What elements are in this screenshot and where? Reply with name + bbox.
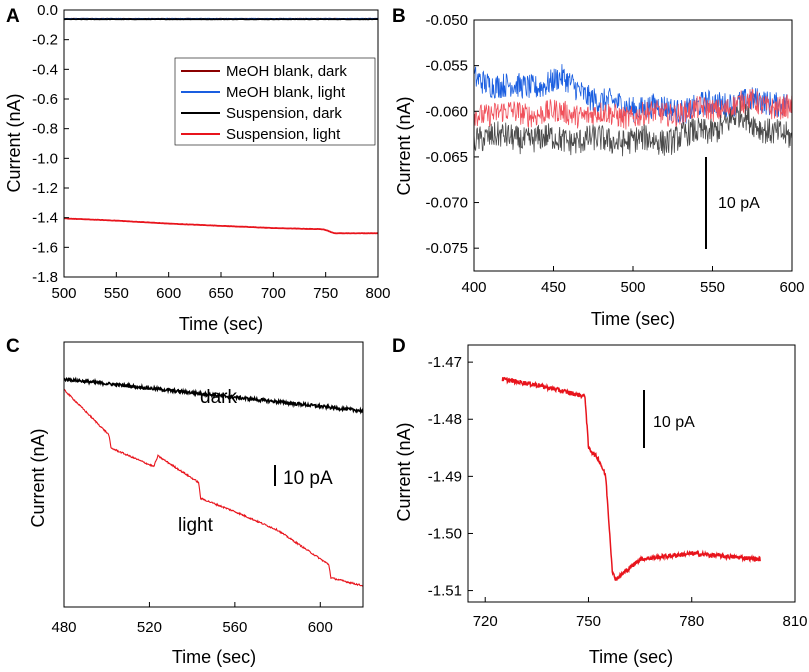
y-tick-label: -1.51	[428, 583, 462, 600]
y-tick-label: -1.50	[428, 525, 462, 542]
legend-label-susp-light: Suspension, light	[226, 126, 341, 143]
series-suspension-light	[63, 217, 379, 235]
y-tick-label: -0.065	[425, 149, 468, 166]
series-b-suspension-light	[473, 88, 793, 130]
y-tick-label: -1.48	[428, 411, 462, 428]
panel-a: A 500 550 600 650 700 750 800 0.0 -0.2 -0.4 -0.6 -0…	[4, 2, 391, 334]
x-tick-label: 600	[308, 619, 333, 636]
panel-c-dark-label: dark	[200, 387, 237, 408]
panel-d-xlabel: Time (sec)	[589, 647, 673, 667]
y-tick-label: -0.8	[32, 121, 58, 138]
legend-label-susp-dark: Suspension, dark	[226, 105, 342, 122]
x-tick-label: 480	[51, 619, 76, 636]
y-tick-label: -0.6	[32, 91, 58, 108]
panel-c-scale-label: 10 pA	[283, 468, 333, 489]
x-tick-label: 810	[782, 613, 807, 630]
panel-a-xlabel: Time (sec)	[179, 314, 263, 334]
panel-d-scale-label: 10 pA	[653, 414, 695, 431]
x-tick-label: 500	[51, 285, 76, 302]
x-tick-label: 700	[261, 285, 286, 302]
legend-box	[174, 57, 376, 146]
series-b-suspension-dark	[473, 100, 793, 157]
panel-c-frame	[63, 341, 364, 608]
legend-label-meoh-dark: MeOH blank, dark	[226, 63, 347, 80]
panel-d-frame	[467, 344, 796, 603]
x-tick-label: 800	[365, 285, 390, 302]
panel-b: B 400 450 500 550 600 -0.050 -0.055 -0.060 -0.06…	[392, 6, 805, 329]
y-tick-label: -1.8	[32, 269, 58, 286]
y-tick-label: -0.075	[425, 240, 468, 257]
x-tick-label: 750	[313, 285, 338, 302]
series-c-dark	[63, 376, 364, 415]
panel-c-ylabel: Current (nA)	[28, 428, 48, 527]
y-tick-label: -0.055	[425, 58, 468, 75]
y-tick-label: -1.4	[32, 210, 58, 227]
panel-b-frame	[473, 19, 793, 272]
y-tick-label: 0.0	[37, 2, 58, 19]
panel-a-ylabel: Current (nA)	[4, 93, 24, 192]
series-b-meoh-blank-light	[473, 64, 793, 124]
panel-a-legend: MeOH blank, dark MeOH blank, light Suspe…	[174, 57, 376, 146]
panel-d: D 720 750 780 810-1.47-1.48-1.49-1.50-1.51 …	[392, 336, 808, 667]
y-tick-label: -1.0	[32, 150, 58, 167]
x-tick-label: 750	[576, 613, 601, 630]
panel-b-ylabel: Current (nA)	[394, 96, 414, 195]
series-d-suspension-light	[501, 376, 761, 582]
panel-c-light-label: light	[178, 515, 214, 536]
x-tick-label: 550	[700, 279, 725, 296]
panel-c-xlabel: Time (sec)	[172, 647, 256, 667]
y-tick-label: -0.4	[32, 61, 58, 78]
x-tick-label: 780	[679, 613, 704, 630]
legend-label-meoh-light: MeOH blank, light	[226, 84, 346, 101]
y-tick-label: -0.2	[32, 32, 58, 49]
y-tick-label: -1.2	[32, 180, 58, 197]
panel-b-xlabel: Time (sec)	[591, 309, 675, 329]
y-tick-label: -1.47	[428, 354, 462, 371]
panel-d-ylabel: Current (nA)	[394, 422, 414, 521]
x-tick-label: 720	[473, 613, 498, 630]
x-tick-label: 560	[222, 619, 247, 636]
y-tick-label: -1.6	[32, 239, 58, 256]
panel-d-letter: D	[392, 336, 406, 357]
x-tick-label: 550	[104, 285, 129, 302]
panel-b-letter: B	[392, 6, 406, 27]
series-c-light	[63, 388, 364, 587]
y-tick-label: -0.060	[425, 103, 468, 120]
x-tick-label: 600	[779, 279, 804, 296]
panel-c: C 480 520 560 600 dark light 10 pA Time (se…	[6, 336, 364, 667]
x-tick-label: 520	[137, 619, 162, 636]
y-tick-label: -1.49	[428, 468, 462, 485]
x-tick-label: 650	[208, 285, 233, 302]
x-tick-label: 400	[461, 279, 486, 296]
x-tick-label: 500	[620, 279, 645, 296]
x-tick-label: 450	[541, 279, 566, 296]
panel-b-scale-label: 10 pA	[718, 195, 760, 212]
panel-a-letter: A	[6, 6, 20, 27]
y-tick-label: -0.050	[425, 12, 468, 29]
panel-c-letter: C	[6, 336, 20, 357]
x-tick-label: 600	[156, 285, 181, 302]
y-tick-label: -0.070	[425, 195, 468, 212]
